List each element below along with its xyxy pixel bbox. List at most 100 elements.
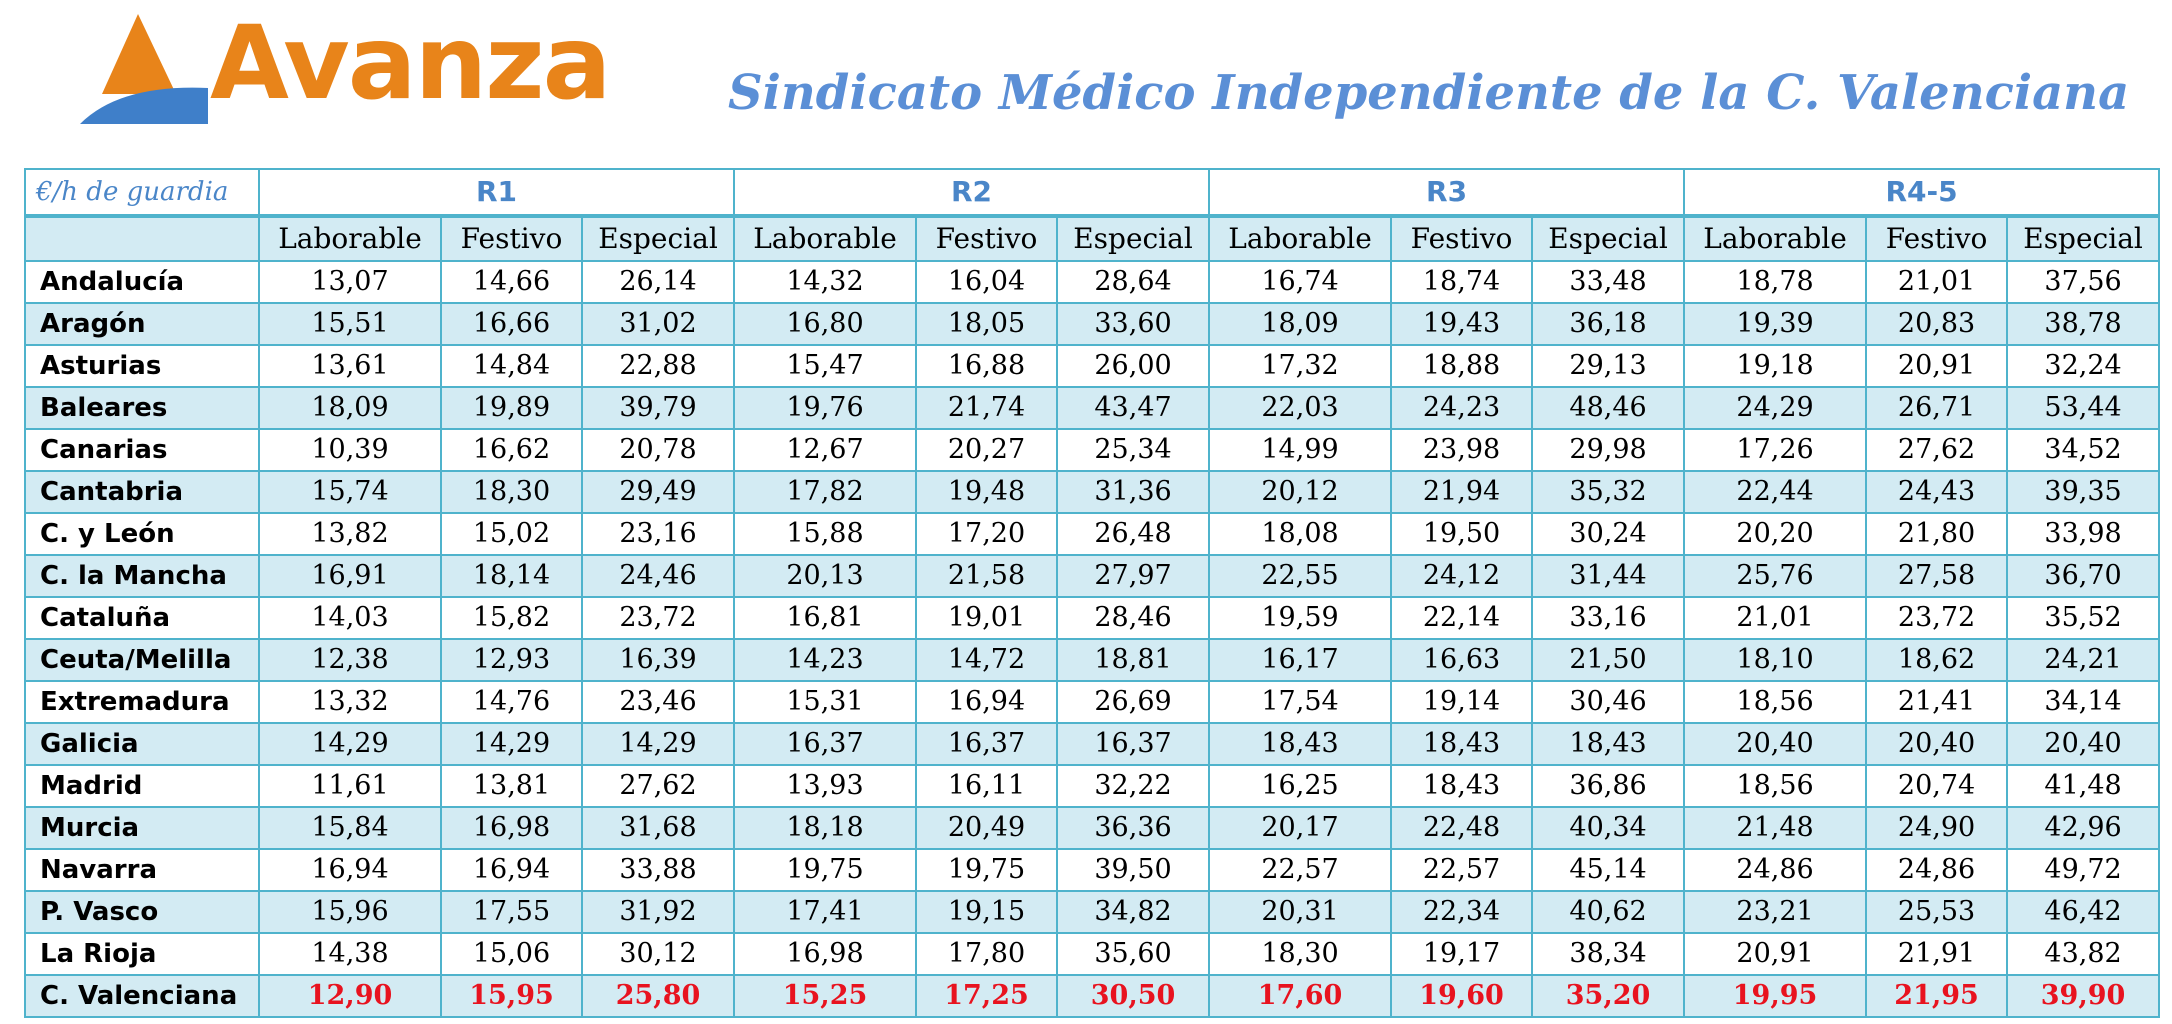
rate-cell: 32,22 [1056, 764, 1211, 808]
rate-cell: 17,55 [440, 890, 583, 934]
region-name: Aragón [24, 302, 260, 346]
rate-cell: 53,44 [2006, 386, 2161, 430]
rate-cell: 22,44 [1683, 470, 1868, 514]
table-row: C. la Mancha 16,91 18,14 24,46 20,13 21,58 27,… [24, 554, 2161, 598]
rate-cell: 16,80 [733, 302, 918, 346]
rate-cell: 20,91 [1683, 932, 1868, 976]
table-row: Ceuta/Melilla 12,38 12,93 16,39 14,23 14,72 18… [24, 638, 2161, 682]
rate-cell: 20,78 [580, 428, 736, 472]
subheader-cell: Laborable [1683, 215, 1868, 262]
rate-cell: 14,32 [733, 260, 918, 304]
subheader-cell: Laborable [258, 215, 442, 262]
rate-cell: 15,84 [258, 806, 442, 850]
rate-cell: 37,56 [2006, 260, 2161, 304]
rate-cell: 23,72 [580, 596, 736, 640]
region-name: Asturias [24, 344, 260, 388]
rate-cell: 49,72 [2006, 848, 2161, 892]
region-name: C. Valenciana [24, 974, 260, 1018]
rate-cell: 36,70 [2006, 554, 2161, 598]
rate-cell: 15,06 [440, 932, 583, 976]
rate-cell: 34,82 [1056, 890, 1211, 934]
table-row: Baleares 18,09 19,89 39,79 19,76 21,74 43,47 22… [24, 386, 2161, 430]
rate-cell: 17,41 [733, 890, 918, 934]
table-row: Murcia 15,84 16,98 31,68 18,18 20,49 36,36 20,1… [24, 806, 2161, 850]
rate-cell: 45,14 [1531, 848, 1686, 892]
rate-cell: 22,57 [1390, 848, 1534, 892]
rate-cell: 14,23 [733, 638, 918, 682]
rate-cell: 10,39 [258, 428, 442, 472]
guard-rates-table: €/h de guardia R1 R2 R3 R4-5 Laborable F… [24, 168, 2161, 1018]
rate-cell: 15,96 [258, 890, 442, 934]
rate-cell: 18,18 [733, 806, 918, 850]
table-row: Cataluña 14,03 15,82 23,72 16,81 19,01 28,46 19… [24, 596, 2161, 640]
table-row: Madrid 11,61 13,81 27,62 13,93 16,11 32,22 16,2… [24, 764, 2161, 808]
rate-cell: 20,74 [1865, 764, 2009, 808]
subheader-cell: Especial [1531, 215, 1686, 262]
table-row: Extremadura 13,32 14,76 23,46 15,31 16,94 26,6… [24, 680, 2161, 724]
rate-cell: 21,50 [1531, 638, 1686, 682]
rate-cell: 20,91 [1865, 344, 2009, 388]
rate-cell: 15,31 [733, 680, 918, 724]
rate-cell: 21,91 [1865, 932, 2009, 976]
rate-cell: 14,29 [440, 722, 583, 766]
rate-cell: 25,76 [1683, 554, 1868, 598]
rate-cell: 16,39 [580, 638, 736, 682]
rate-cell: 22,55 [1208, 554, 1393, 598]
rate-cell: 18,88 [1390, 344, 1534, 388]
rate-cell: 18,05 [915, 302, 1059, 346]
rate-cell: 18,09 [258, 386, 442, 430]
rate-cell: 18,81 [1056, 638, 1211, 682]
rate-cell: 18,43 [1390, 764, 1534, 808]
page-header: Avanza Sindicato Médico Independiente de… [0, 0, 2172, 160]
table-row: Canarias 10,39 16,62 20,78 12,67 20,27 25,34 14… [24, 428, 2161, 472]
rate-cell: 18,09 [1208, 302, 1393, 346]
rate-cell: 31,02 [580, 302, 736, 346]
rate-cell: 31,36 [1056, 470, 1211, 514]
region-name: P. Vasco [24, 890, 260, 934]
rate-cell: 33,16 [1531, 596, 1686, 640]
rate-cell: 22,88 [580, 344, 736, 388]
rate-cell: 27,62 [580, 764, 736, 808]
rate-cell: 19,59 [1208, 596, 1393, 640]
rate-cell: 13,93 [733, 764, 918, 808]
rate-cell: 20,27 [915, 428, 1059, 472]
rate-cell: 15,74 [258, 470, 442, 514]
rate-cell: 27,58 [1865, 554, 2009, 598]
rate-cell: 33,98 [2006, 512, 2161, 556]
rate-cell: 20,13 [733, 554, 918, 598]
subheader-cell: Festivo [915, 215, 1059, 262]
rate-cell: 35,32 [1531, 470, 1686, 514]
page-title: Sindicato Médico Independiente de la C. … [728, 65, 2130, 121]
rate-cell: 26,48 [1056, 512, 1211, 556]
rate-cell: 24,43 [1865, 470, 2009, 514]
rate-cell: 21,48 [1683, 806, 1868, 850]
region-name: Madrid [24, 764, 260, 808]
rate-cell: 36,36 [1056, 806, 1211, 850]
rate-cell: 35,52 [2006, 596, 2161, 640]
rate-cell: 15,95 [440, 974, 583, 1018]
rate-cell: 16,25 [1208, 764, 1393, 808]
rate-cell: 33,48 [1531, 260, 1686, 304]
rate-cell: 16,11 [915, 764, 1059, 808]
region-name: Murcia [24, 806, 260, 850]
table-row: Galicia 14,29 14,29 14,29 16,37 16,37 16,37 18,… [24, 722, 2161, 766]
rate-cell: 19,14 [1390, 680, 1534, 724]
rate-cell: 14,03 [258, 596, 442, 640]
table-row: Navarra 16,94 16,94 33,88 19,75 19,75 39,50 22,… [24, 848, 2161, 892]
rate-cell: 14,76 [440, 680, 583, 724]
rate-cell: 46,42 [2006, 890, 2161, 934]
rate-cell: 36,86 [1531, 764, 1686, 808]
rate-cell: 15,47 [733, 344, 918, 388]
rate-cell: 17,60 [1208, 974, 1393, 1018]
rate-cell: 22,03 [1208, 386, 1393, 430]
rate-cell: 39,35 [2006, 470, 2161, 514]
rate-cell: 29,13 [1531, 344, 1686, 388]
rate-cell: 23,72 [1865, 596, 2009, 640]
rate-cell: 19,43 [1390, 302, 1534, 346]
rate-cell: 13,61 [258, 344, 442, 388]
rate-cell: 18,43 [1208, 722, 1393, 766]
rate-cell: 24,86 [1683, 848, 1868, 892]
rate-cell: 21,01 [1683, 596, 1868, 640]
rate-cell: 18,62 [1865, 638, 2009, 682]
group-header-r3: R3 [1208, 168, 1686, 218]
